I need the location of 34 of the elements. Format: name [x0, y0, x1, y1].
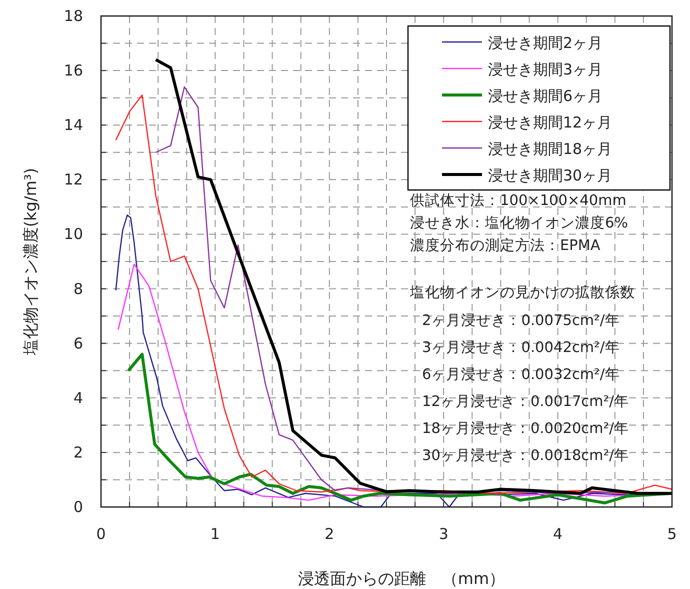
legend-label: 浸せき期間30ヶ月	[488, 166, 612, 184]
x-tick-label: 1	[210, 525, 220, 543]
x-axis-title: 浸透面からの距離 （mm）	[298, 569, 506, 588]
x-tick-label: 5	[667, 525, 677, 543]
legend-label: 浸せき期間3ヶ月	[488, 60, 603, 78]
y-tick-label: 14	[64, 116, 83, 134]
y-tick-label: 4	[73, 388, 83, 407]
y-axis-title: 塩化物イオン濃度(kg/m³)	[21, 168, 40, 356]
annotation: 30ヶ月浸せき：0.0018cm²/年	[422, 447, 629, 464]
annotation: 供試体寸法：100×100×40mm	[410, 192, 626, 209]
x-tick-label: 0	[96, 525, 106, 543]
legend-label: 浸せき期間18ヶ月	[488, 140, 612, 158]
y-tick-label: 8	[73, 280, 83, 298]
y-tick-label: 6	[73, 334, 83, 352]
y-tick-label: 18	[64, 7, 83, 25]
annotation: 3ヶ月浸せき：0.0042cm²/年	[422, 339, 620, 356]
x-tick-label: 3	[438, 525, 448, 543]
y-tick-label: 10	[64, 225, 83, 244]
x-tick-label: 4	[553, 525, 563, 543]
legend-label: 浸せき期間2ヶ月	[488, 34, 603, 52]
annotation: 18ヶ月浸せき：0.0020cm²/年	[422, 420, 629, 437]
y-tick-label: 0	[73, 498, 83, 516]
annotation: 6ヶ月浸せき：0.0032cm²/年	[422, 366, 620, 383]
annotation: 濃度分布の測定方法：EPMA	[410, 237, 600, 254]
y-tick-label: 12	[64, 170, 83, 189]
y-tick-label: 16	[64, 62, 83, 80]
y-tick-label: 2	[73, 443, 83, 462]
annotation: 浸せき水：塩化物イオン濃度6%	[410, 214, 628, 232]
annotation: 塩化物イオンの見かけの拡散係数	[409, 284, 635, 301]
annotation: 12ヶ月浸せき：0.0017cm²/年	[422, 393, 629, 410]
x-tick-label: 2	[324, 525, 334, 543]
legend-label: 浸せき期間12ヶ月	[488, 114, 612, 132]
annotation: 2ヶ月浸せき：0.0075cm²/年	[422, 312, 620, 329]
legend-label: 浸せき期間6ヶ月	[488, 87, 603, 105]
